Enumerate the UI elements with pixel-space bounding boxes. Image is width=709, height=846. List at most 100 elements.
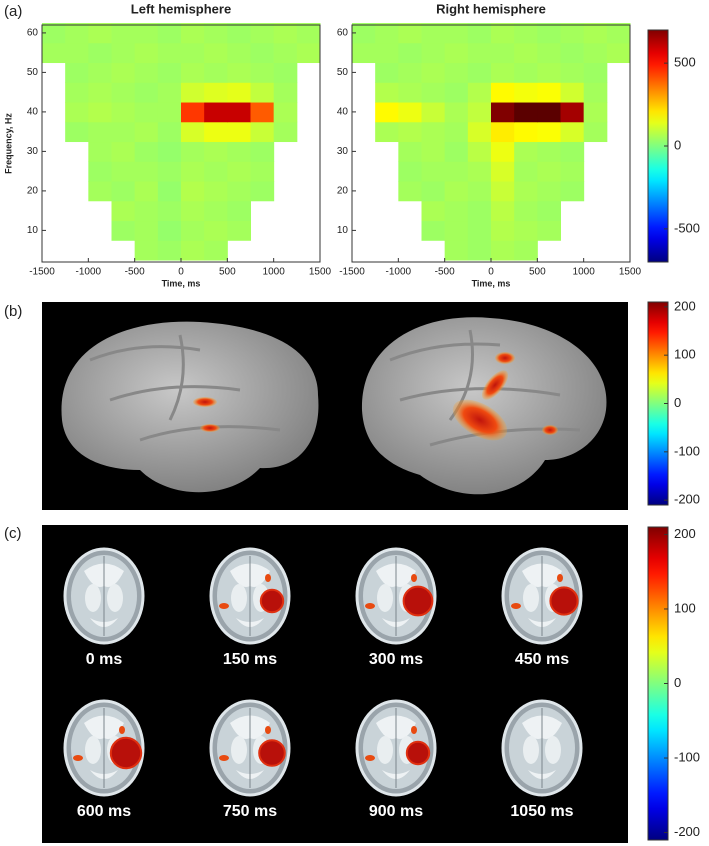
left-brain	[61, 321, 319, 493]
heat-cell	[134, 200, 159, 222]
heat-cell	[111, 23, 136, 44]
heat-cell	[421, 161, 446, 182]
heat-cell	[444, 200, 469, 222]
activation	[258, 739, 286, 767]
heat-cell	[467, 42, 492, 64]
chart-title: Left hemisphere	[131, 1, 231, 16]
heat-cell	[227, 102, 251, 123]
heat-cell	[227, 121, 251, 143]
heat-cell	[467, 220, 492, 241]
heat-cell	[398, 42, 422, 64]
colorbar-tick-label: 0	[674, 137, 681, 152]
heat-cell	[227, 181, 251, 202]
heat-cell	[204, 121, 228, 143]
heat-cell	[537, 23, 561, 44]
heat-cell	[250, 23, 275, 44]
heat-cell	[491, 220, 515, 241]
y-tick-label: 10	[27, 225, 39, 236]
panel-label: (a)	[4, 3, 22, 20]
heat-cell	[514, 141, 538, 162]
heat-cell	[88, 121, 112, 143]
heat-cell	[491, 62, 515, 83]
heat-cell	[467, 62, 492, 83]
heat-cell	[537, 161, 561, 182]
heat-cell	[375, 82, 399, 103]
colorbar-tick-label: 100	[674, 600, 696, 615]
heat-cell	[398, 161, 422, 182]
heat-cell	[444, 102, 469, 123]
time-label: 900 ms	[369, 803, 423, 820]
colorbar-tick-label: 100	[674, 347, 696, 362]
y-axis-label: Frequency, Hz	[3, 113, 13, 174]
heat-cell	[273, 42, 298, 64]
heat-cell	[467, 181, 492, 202]
heat-cell	[467, 82, 492, 103]
colorbar-tick-label: 0	[674, 675, 681, 690]
heat-cell	[537, 200, 561, 222]
heat-cell	[157, 141, 182, 162]
heat-cell	[157, 62, 182, 83]
heat-cell	[491, 82, 515, 103]
heat-cell	[467, 102, 492, 123]
heat-cell	[560, 23, 585, 44]
heat-cell	[514, 23, 538, 44]
y-tick-label: 50	[337, 67, 349, 78]
heat-cell	[375, 23, 399, 44]
heat-cell	[421, 220, 446, 241]
heat-cell	[491, 42, 515, 64]
heat-cell	[227, 62, 251, 83]
heat-cell	[204, 181, 228, 202]
x-axis-label: Time, ms	[162, 278, 201, 288]
heat-cell	[227, 23, 251, 44]
heat-cell	[134, 240, 159, 261]
heat-cell	[514, 82, 538, 103]
time-label: 450 ms	[515, 651, 569, 668]
heat-cell	[273, 82, 298, 103]
heat-cell	[204, 141, 228, 162]
heat-cell	[88, 23, 112, 44]
heat-cell	[250, 42, 275, 64]
brain-slice	[501, 699, 583, 797]
y-tick-label: 10	[337, 225, 349, 236]
panel-label: (b)	[4, 303, 22, 320]
heat-cell	[514, 200, 538, 222]
heat-cell	[204, 220, 228, 241]
activation	[259, 588, 285, 614]
x-axis-label: Time, ms	[472, 278, 511, 288]
heat-cell	[181, 121, 205, 143]
heat-cell	[583, 102, 608, 123]
heat-cell	[560, 42, 585, 64]
heat-cell	[444, 62, 469, 83]
colorbar-tick-label: -500	[674, 220, 700, 235]
heat-cell	[537, 42, 561, 64]
heat-cell	[491, 23, 515, 44]
heat-cell	[88, 102, 112, 123]
heat-cell	[250, 161, 275, 182]
activation	[557, 574, 563, 582]
slices: 0 ms 150 ms 300 ms 450 ms 600 ms 750 ms 900 ms…	[63, 547, 583, 820]
heat-cell	[157, 121, 182, 143]
heat-cell	[181, 181, 205, 202]
heat-cell	[134, 181, 159, 202]
heat-cell	[227, 220, 251, 241]
heat-cell	[181, 102, 205, 123]
colorbar-tick-label: 200	[674, 298, 696, 313]
heat-cell	[65, 82, 89, 103]
heat-cell	[111, 42, 136, 64]
heat-cell	[111, 200, 136, 222]
heat-cell	[204, 62, 228, 83]
heat-cell	[514, 220, 538, 241]
heat-cell	[134, 220, 159, 241]
heat-cell	[352, 42, 376, 64]
heat-cell	[444, 121, 469, 143]
heat-cell	[250, 62, 275, 83]
time-label: 600 ms	[77, 803, 131, 820]
colorbar-tick-label: -200	[674, 492, 700, 507]
heat-cell	[375, 62, 399, 83]
x-tick-label: 1500	[619, 267, 642, 278]
heat-cell	[134, 42, 159, 64]
heat-cell	[444, 181, 469, 202]
heat-cell	[88, 181, 112, 202]
heat-cell	[227, 42, 251, 64]
